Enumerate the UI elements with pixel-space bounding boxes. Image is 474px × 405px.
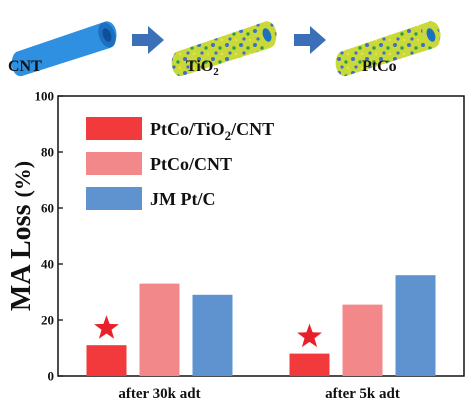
arrow-icon <box>294 26 326 54</box>
y-tick-label: 80 <box>41 145 54 160</box>
bar <box>395 275 436 376</box>
bar <box>342 304 383 376</box>
legend-item-jm-pt-c: JM Pt/C <box>86 187 215 210</box>
legend-label: PtCo/TiO2/CNT <box>150 119 274 143</box>
y-tick-label: 0 <box>48 369 55 384</box>
x-category-label: after 30k adt <box>118 386 200 402</box>
plot-area <box>57 95 465 377</box>
star-markers <box>94 315 322 348</box>
y-tick-label: 100 <box>35 89 55 104</box>
y-tick-label: 40 <box>41 257 54 272</box>
scheme-label-cnt: CNT <box>8 58 42 75</box>
star-icon <box>297 323 322 348</box>
bar <box>289 353 330 376</box>
y-tick-label: 20 <box>41 313 54 328</box>
bar <box>139 283 180 376</box>
bar <box>86 345 127 376</box>
star-icon <box>94 315 119 339</box>
x-category-label: after 5k adt <box>325 386 400 402</box>
legend-item-ptco-tio2-cnt: PtCo/TiO2/CNT <box>86 117 274 143</box>
scheme-label-ptco: PtCo <box>362 58 397 75</box>
legend-label: JM Pt/C <box>150 189 215 209</box>
legend-swatch <box>86 117 142 140</box>
x-axis: after 30k adt after 5k adt <box>118 386 399 402</box>
bar-series <box>86 275 436 376</box>
legend-item-ptco-cnt: PtCo/CNT <box>86 152 232 175</box>
legend: PtCo/TiO2/CNT PtCo/CNT JM Pt/C <box>86 117 274 210</box>
legend-swatch <box>86 152 142 175</box>
ptco-coated-tube <box>335 21 441 77</box>
y-axis-title: MA Loss (%) <box>6 161 37 311</box>
tio2-coated-tube <box>171 21 277 77</box>
legend-label: PtCo/CNT <box>150 154 232 174</box>
arrow-icon <box>132 26 164 54</box>
y-tick-label: 60 <box>41 201 54 216</box>
synthesis-scheme: CNT TiO2 PtCo <box>8 21 441 78</box>
bar <box>192 294 233 376</box>
cnt-tube <box>11 21 117 77</box>
y-axis: 0 20 40 60 80 100 <box>35 89 63 384</box>
scheme-label-tio2: TiO2 <box>186 58 219 78</box>
legend-swatch <box>86 187 142 210</box>
